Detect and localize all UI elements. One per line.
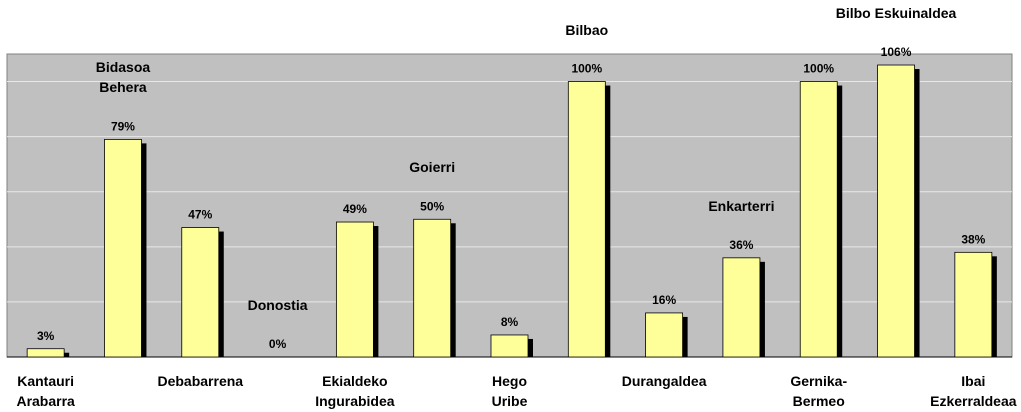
bar — [645, 312, 684, 358]
bar — [490, 334, 529, 358]
plot-area — [6, 53, 1013, 358]
category-label: Bidasoa Behera — [95, 59, 151, 96]
category-label: Debabarrena — [157, 373, 244, 389]
bar — [335, 221, 374, 358]
value-label: 3% — [37, 329, 55, 343]
category-label: Gernika- Bermeo — [790, 373, 848, 409]
value-label: 8% — [501, 315, 519, 329]
value-label: 16% — [652, 293, 676, 307]
bar — [413, 218, 452, 358]
category-label: Donostia — [247, 297, 308, 313]
value-label: 79% — [111, 120, 135, 134]
value-label: 50% — [420, 199, 444, 213]
bar — [104, 138, 142, 358]
bar — [722, 257, 761, 358]
value-label: 49% — [343, 202, 367, 216]
value-label: 38% — [961, 232, 985, 246]
bar — [877, 64, 915, 358]
bar — [26, 348, 65, 358]
value-label: 106% — [881, 45, 912, 59]
category-label: Bilbo Eskuinaldea — [835, 5, 957, 22]
category-label: Ekialdeko Ingurabidea — [315, 373, 395, 409]
bar — [181, 227, 220, 358]
bar — [954, 251, 993, 358]
bar — [567, 81, 606, 358]
value-label: 36% — [729, 238, 753, 252]
value-label: 100% — [803, 62, 834, 76]
category-label: Durangaldea — [621, 373, 707, 389]
category-label: Enkarterri — [708, 197, 775, 214]
value-label: 0% — [269, 337, 287, 351]
category-label: Hego Uribe — [491, 373, 528, 409]
value-label: 47% — [188, 208, 212, 222]
category-label: Kantauri Arabarra — [16, 373, 75, 409]
category-label: Ibai Ezkerraldeaa — [930, 373, 1017, 409]
value-label: 100% — [571, 62, 602, 76]
category-label: Bilbao — [565, 21, 609, 38]
bar — [799, 81, 838, 358]
category-label: Goierri — [409, 159, 456, 176]
